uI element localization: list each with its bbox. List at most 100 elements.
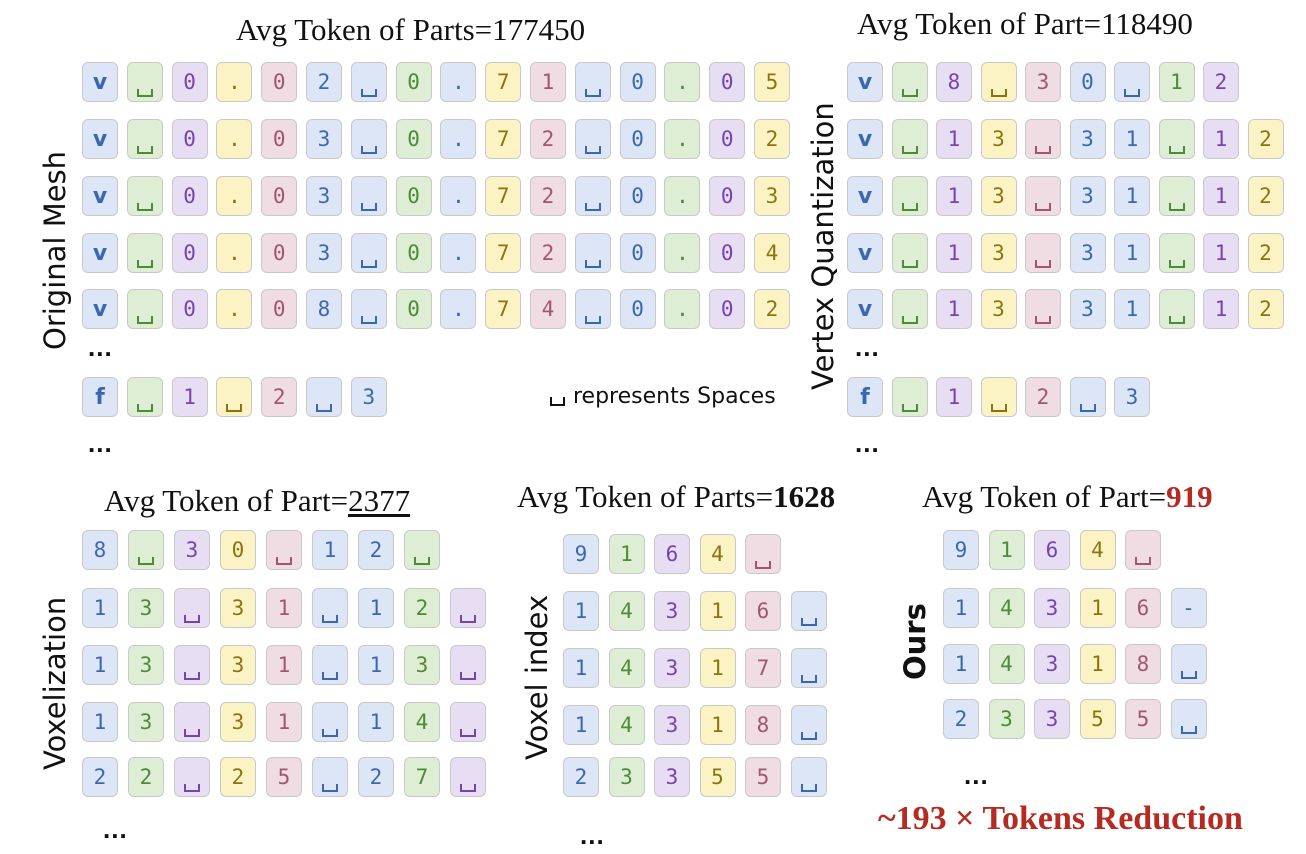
token-reduction-note: ~193 × Tokens Reduction <box>878 800 1243 837</box>
space-icon <box>901 316 918 324</box>
token-tile: 1 <box>1114 289 1150 329</box>
token-tile: 2 <box>128 757 164 797</box>
token-tile <box>790 591 827 631</box>
token-tile: 2 <box>563 757 599 797</box>
token-tile <box>450 757 486 797</box>
token-tile: 0 <box>395 62 432 102</box>
space-icon <box>136 404 153 412</box>
token-tile: 6 <box>745 591 781 631</box>
token-tile: 2 <box>754 289 790 329</box>
token-tile: 7 <box>745 648 781 688</box>
token-tile: 4 <box>988 588 1025 628</box>
token-tile <box>350 119 387 159</box>
token-tile: . <box>440 119 477 159</box>
token-tile <box>266 530 302 570</box>
token-tile: 1 <box>1203 176 1239 216</box>
token-tile: 3 <box>654 705 690 745</box>
ellipsis-original-faces: ... <box>88 428 113 458</box>
space-icon <box>360 260 377 268</box>
token-tile: 8 <box>745 705 781 745</box>
token-tile: . <box>664 62 701 102</box>
token-tile: 1 <box>1114 119 1150 159</box>
token-tile: 1 <box>699 591 736 631</box>
token-tile: 1 <box>171 377 208 417</box>
token-tile: 3 <box>1034 644 1070 684</box>
token-tile: 0 <box>171 176 208 216</box>
token-tile: 7 <box>485 289 522 329</box>
token-tile: 1 <box>530 62 566 102</box>
token-tile <box>128 530 164 570</box>
space-icon <box>1168 260 1185 268</box>
ellipsis-original-vertices: ... <box>88 332 113 362</box>
token-tile <box>1170 699 1207 739</box>
token-tile: 1 <box>1203 119 1239 159</box>
token-tile <box>306 377 342 417</box>
space-icon <box>322 784 338 792</box>
space-icon <box>1124 89 1140 97</box>
space-icon <box>460 672 476 680</box>
token-tile: 5 <box>754 62 790 102</box>
ellipsis-voxel-index: ... <box>580 820 605 850</box>
token-tile <box>1025 289 1061 329</box>
token-tile: 1 <box>936 233 972 273</box>
token-tile: 3 <box>980 289 1017 329</box>
space-icon <box>800 784 817 792</box>
token-tile: 1 <box>82 645 118 685</box>
token-tile: 4 <box>754 233 790 273</box>
token-tile: 3 <box>306 119 342 159</box>
token-tile: 2 <box>220 757 256 797</box>
space-icon <box>584 260 601 268</box>
token-tile: 7 <box>485 233 522 273</box>
token-tile: 3 <box>1034 699 1070 739</box>
token-tile: . <box>440 176 477 216</box>
token-count: 919 <box>1166 479 1213 514</box>
token-tile <box>790 705 827 745</box>
token-tile: 3 <box>754 176 790 216</box>
space-icon <box>136 316 153 324</box>
token-tile: 4 <box>608 705 645 745</box>
token-tile <box>404 530 440 570</box>
token-tile: 4 <box>530 289 566 329</box>
token-count: 1628 <box>773 479 836 514</box>
token-tile: 2 <box>82 757 118 797</box>
token-tile: 1 <box>312 530 348 570</box>
token-tile: 0 <box>171 289 208 329</box>
space-icon <box>184 729 200 737</box>
token-tile: 1 <box>1114 176 1150 216</box>
token-tile: 3 <box>1025 62 1061 102</box>
token-tile: 3 <box>404 645 440 685</box>
token-tile: v <box>82 119 118 159</box>
token-tile <box>126 62 163 102</box>
token-tile: f <box>82 377 118 417</box>
token-tile: 0 <box>709 289 746 329</box>
token-tile: 0 <box>261 233 298 273</box>
space-icon <box>800 675 817 683</box>
label-voxelization: Voxelization <box>38 596 72 770</box>
space-icon <box>360 89 377 97</box>
token-tile: 1 <box>358 702 394 742</box>
token-tile <box>450 645 486 685</box>
token-tile: 1 <box>266 645 302 685</box>
space-icon <box>584 316 601 324</box>
space-icon <box>226 404 243 412</box>
token-tile <box>450 702 486 742</box>
token-tile: 3 <box>1069 176 1106 216</box>
space-icon <box>584 203 601 211</box>
space-icon <box>990 89 1007 97</box>
token-tile: 4 <box>404 702 440 742</box>
space-icon <box>800 732 817 740</box>
token-tile: 1 <box>936 377 972 417</box>
space-icon <box>460 729 476 737</box>
token-tile <box>1158 289 1195 329</box>
token-tile: . <box>216 119 253 159</box>
token-tile: v <box>82 289 118 329</box>
token-tile <box>891 176 928 216</box>
space-icon <box>1035 146 1051 154</box>
token-tile: . <box>440 62 477 102</box>
token-tile <box>891 233 928 273</box>
token-tile <box>574 62 611 102</box>
token-tile: 0 <box>1069 62 1106 102</box>
token-tile: 0 <box>395 176 432 216</box>
token-tile: 0 <box>261 119 298 159</box>
token-tile: 0 <box>220 530 256 570</box>
